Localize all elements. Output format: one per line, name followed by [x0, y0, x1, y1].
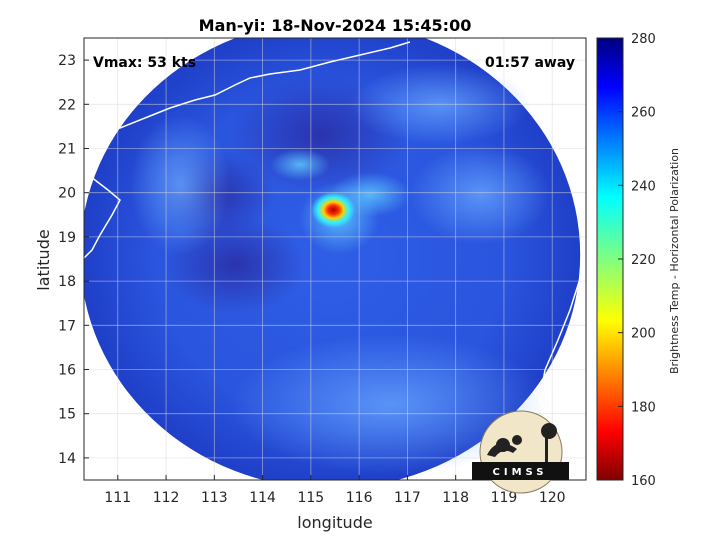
x-tick-label: 115 — [297, 490, 324, 506]
plot-area: 111 112 113 114 115 116 117 118 119 120 14 15 16 17 18… — [58, 37, 587, 506]
colorbar-label: Brightness Temp - Horizontal Polarizatio… — [668, 148, 681, 374]
vmax-annotation: Vmax: 53 kts — [93, 55, 196, 71]
x-tick-label: 116 — [346, 490, 373, 506]
chart-title: Man-yi: 18-Nov-2024 15:45:00 — [199, 16, 472, 35]
y-tick-label: 17 — [58, 318, 76, 334]
colorbar-tick-label: 260 — [631, 106, 656, 121]
y-tick-label: 23 — [58, 53, 76, 69]
x-tick-label: 112 — [153, 490, 180, 506]
coastline-east — [539, 259, 586, 471]
colorbar: 160 180 200 220 240 260 280 — [596, 32, 656, 489]
y-tick-label: 19 — [58, 230, 76, 246]
cimss-logo: CIMSS — [472, 410, 569, 494]
y-tick-label: 20 — [58, 186, 76, 202]
y-tick-label: 18 — [58, 274, 76, 290]
coastline-hainan — [84, 169, 121, 259]
x-tick-label: 114 — [249, 490, 276, 506]
x-tick-label: 117 — [394, 490, 421, 506]
colorbar-tick-label: 200 — [631, 327, 656, 342]
x-tick-label: 119 — [491, 490, 518, 506]
colorbar-tick-label: 280 — [631, 32, 656, 47]
time-offset-annotation: 01:57 away — [485, 55, 575, 71]
x-tick-label: 120 — [539, 490, 566, 506]
colorbar-tick-label: 180 — [631, 400, 656, 415]
x-tick-label: 111 — [104, 490, 131, 506]
colorbar-tick-label: 160 — [631, 474, 656, 489]
y-tick-label: 21 — [58, 142, 76, 158]
x-axis-label: longitude — [297, 513, 372, 532]
y-tick-label: 14 — [58, 451, 76, 467]
y-tick-label: 15 — [58, 407, 76, 423]
logo-text: CIMSS — [493, 467, 548, 478]
coastline-north — [84, 41, 411, 141]
y-tick-label: 16 — [58, 363, 76, 379]
storm-core — [311, 191, 356, 228]
y-axis-label: latitude — [34, 229, 53, 290]
colorbar-tick-label: 240 — [631, 179, 656, 194]
colorbar-tick-label: 220 — [631, 253, 656, 268]
x-tick-label: 118 — [442, 490, 469, 506]
x-tick-label: 113 — [201, 490, 228, 506]
plot-frame — [83, 37, 587, 481]
y-tick-label: 22 — [58, 97, 76, 113]
